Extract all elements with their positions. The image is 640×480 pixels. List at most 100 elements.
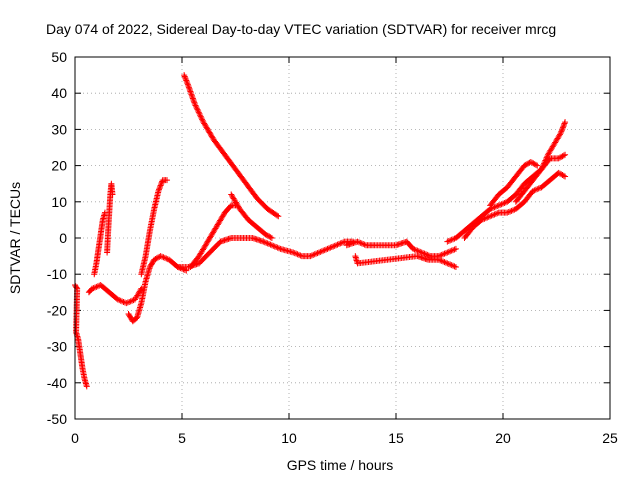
data-point (155, 254, 162, 261)
data-point (274, 212, 281, 219)
data-point (560, 152, 567, 159)
data-point (445, 260, 452, 267)
data-point (562, 151, 569, 158)
data-point (199, 116, 206, 123)
data-point (334, 241, 341, 248)
data-point (444, 249, 451, 256)
data-point (157, 253, 164, 260)
data-point (358, 240, 365, 247)
data-point (268, 242, 275, 249)
data-point (295, 251, 302, 258)
data-point (539, 164, 546, 171)
data-point (290, 249, 297, 256)
data-point (543, 154, 550, 161)
data-point (197, 112, 204, 119)
data-point (182, 76, 189, 83)
data-point (542, 157, 549, 164)
data-point (441, 250, 448, 257)
data-point (490, 212, 497, 219)
data-point (191, 101, 198, 108)
y-tick-label: 0 (59, 230, 67, 246)
data-point (534, 186, 541, 193)
data-point (195, 109, 202, 116)
data-points (72, 72, 569, 390)
data-point (313, 250, 320, 257)
data-point (335, 241, 342, 248)
data-point (183, 267, 190, 274)
data-point (274, 244, 281, 251)
data-point (438, 251, 445, 258)
data-point (198, 114, 205, 121)
data-point (268, 235, 275, 241)
data-point (559, 124, 566, 131)
data-point (337, 240, 344, 247)
data-point (195, 108, 202, 115)
data-point (199, 117, 206, 124)
data-point (417, 248, 424, 255)
data-point (126, 298, 133, 305)
data-point (275, 213, 282, 220)
data-point (544, 153, 551, 160)
data-point (73, 284, 80, 291)
data-point (155, 186, 162, 193)
data-point (559, 153, 566, 160)
data-point (267, 241, 274, 248)
y-tick-label: 30 (51, 121, 67, 137)
data-point (559, 172, 566, 179)
data-point (321, 247, 328, 254)
data-point (360, 241, 367, 248)
data-point (451, 246, 458, 253)
data-point (522, 161, 529, 168)
data-point (196, 110, 203, 117)
x-tick-label: 20 (495, 430, 511, 446)
data-point (294, 251, 301, 258)
x-tick-label: 25 (602, 430, 618, 446)
data-point (482, 215, 489, 222)
data-point (93, 283, 100, 290)
x-tick-label: 15 (388, 430, 404, 446)
data-point (193, 105, 200, 112)
data-point (263, 239, 270, 246)
chart-title: Day 074 of 2022, Sidereal Day-to-day VTE… (46, 21, 556, 37)
data-point (314, 250, 321, 257)
data-point (424, 251, 431, 258)
data-point (157, 183, 164, 190)
x-tick-label: 10 (281, 430, 297, 446)
data-point (266, 233, 273, 240)
data-point (444, 260, 451, 267)
data-point (330, 243, 337, 250)
data-point (444, 238, 451, 245)
data-point (89, 285, 96, 292)
y-axis-label: SDTVAR / TECUs (7, 182, 23, 294)
data-point (507, 208, 514, 215)
data-point (425, 252, 432, 259)
data-point (435, 256, 442, 263)
data-point (156, 185, 163, 192)
data-point (129, 297, 136, 304)
data-point (485, 213, 492, 220)
data-point (540, 161, 547, 168)
data-point (504, 209, 511, 216)
data-point (331, 242, 338, 249)
data-point (487, 213, 494, 220)
data-point (508, 207, 515, 214)
data-point (293, 250, 300, 257)
data-point (556, 154, 563, 161)
data-point (164, 177, 171, 184)
data-point (262, 231, 269, 238)
y-tick-label: -30 (47, 339, 67, 355)
data-point (328, 244, 335, 251)
data-point (494, 203, 501, 210)
data-point (560, 123, 567, 130)
data-point (480, 216, 487, 223)
data-point (562, 173, 569, 180)
data-point (541, 160, 548, 167)
data-point (560, 121, 567, 128)
data-point (492, 210, 499, 217)
data-point (297, 252, 304, 259)
data-point (532, 186, 539, 193)
data-point (91, 284, 98, 291)
data-point (323, 246, 330, 253)
data-point (315, 249, 322, 256)
data-point (529, 159, 536, 166)
